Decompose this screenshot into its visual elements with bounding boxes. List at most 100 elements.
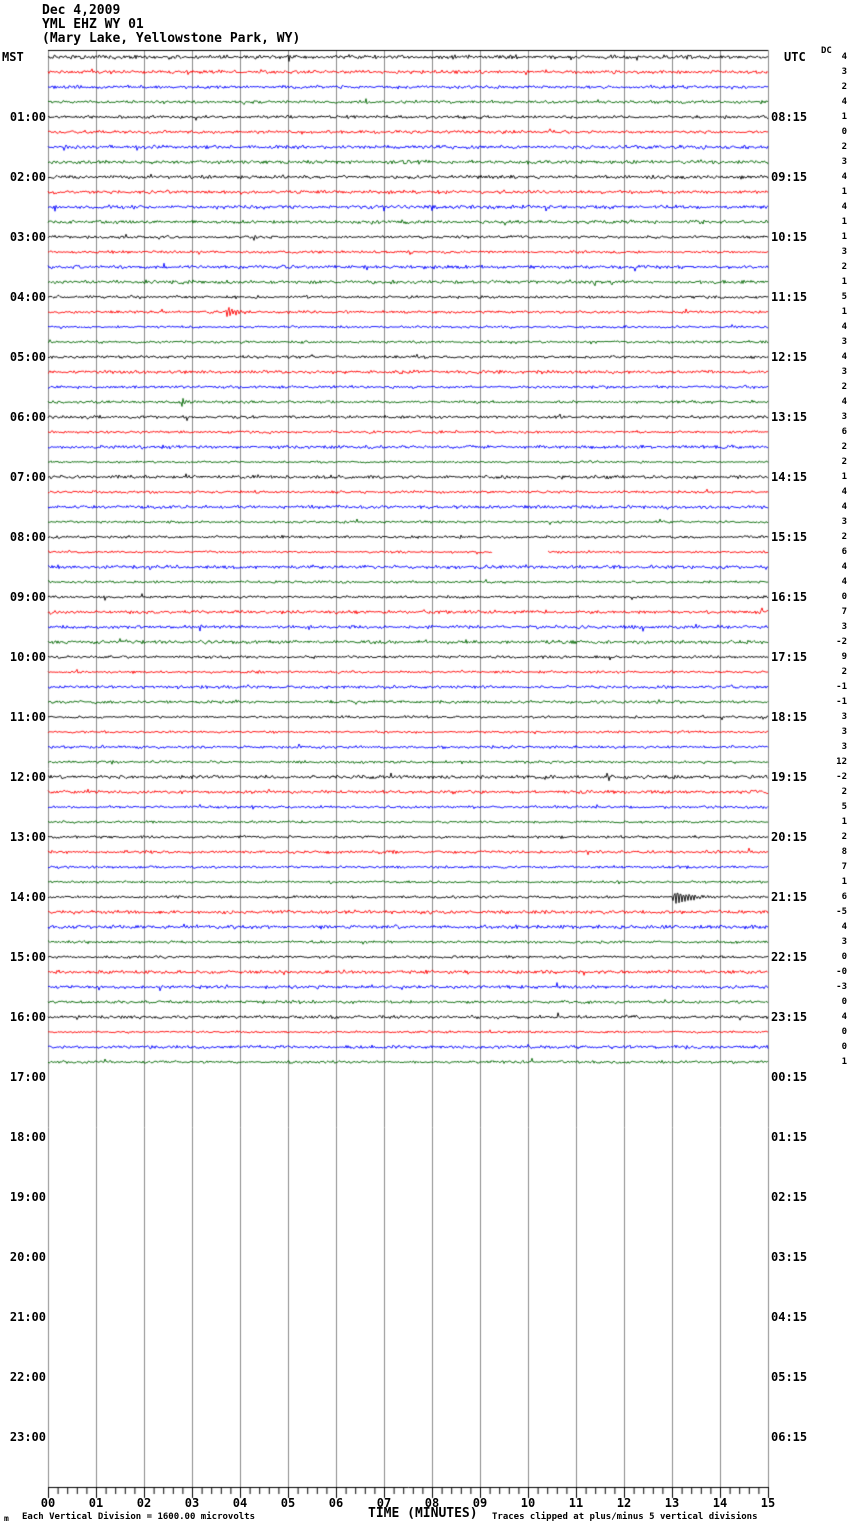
dc-value: 2 xyxy=(841,787,847,797)
right-time-label: 01:15 xyxy=(771,1130,808,1144)
left-time-label: 13:00 xyxy=(9,830,46,844)
dc-value: 2 xyxy=(841,382,847,392)
right-time-label: 00:15 xyxy=(771,1070,808,1084)
dc-column-header: DC xyxy=(821,46,832,56)
dc-value: 0 xyxy=(841,952,847,962)
left-time-label: 23:00 xyxy=(9,1430,46,1444)
dc-value: 0 xyxy=(841,1027,847,1037)
dc-value: 2 xyxy=(841,832,847,842)
right-time-label: 11:15 xyxy=(771,290,808,304)
right-time-label: 13:15 xyxy=(771,410,808,424)
dc-value: 4 xyxy=(841,202,847,212)
dc-value: 0 xyxy=(841,127,847,137)
x-tick-label: 13 xyxy=(664,1496,680,1510)
right-time-label: 06:15 xyxy=(771,1430,808,1444)
left-time-label: 17:00 xyxy=(9,1070,46,1084)
dc-value: 3 xyxy=(841,742,847,752)
dc-value: -0 xyxy=(836,967,847,977)
right-time-label: 09:15 xyxy=(771,170,808,184)
right-time-label: 02:15 xyxy=(771,1190,808,1204)
right-time-label: 17:15 xyxy=(771,650,808,664)
left-time-label: 02:00 xyxy=(9,170,46,184)
dc-value: 4 xyxy=(841,52,847,62)
x-tick-label: 06 xyxy=(328,1496,344,1510)
left-time-label: 22:00 xyxy=(9,1370,46,1384)
dc-value: 1 xyxy=(841,217,847,227)
right-time-label: 15:15 xyxy=(771,530,808,544)
dc-value: -2 xyxy=(836,637,847,647)
left-time-label: 05:00 xyxy=(9,350,46,364)
dc-value: 6 xyxy=(841,547,847,557)
right-time-label: 10:15 xyxy=(771,230,808,244)
dc-value: 3 xyxy=(841,937,847,947)
right-time-label: 05:15 xyxy=(771,1370,808,1384)
left-time-label: 07:00 xyxy=(9,470,46,484)
dc-value: 2 xyxy=(841,142,847,152)
x-tick-label: 07 xyxy=(376,1496,392,1510)
dc-value: 1 xyxy=(841,817,847,827)
dc-value: 2 xyxy=(841,262,847,272)
dc-value: 3 xyxy=(841,367,847,377)
dc-value: -3 xyxy=(836,982,847,992)
left-time-label: 09:00 xyxy=(9,590,46,604)
dc-value: 1 xyxy=(841,472,847,482)
right-time-label: 18:15 xyxy=(771,710,808,724)
dc-value: 12 xyxy=(836,757,847,767)
dc-value: 2 xyxy=(841,82,847,92)
left-time-label: 01:00 xyxy=(9,110,46,124)
x-tick-label: 11 xyxy=(568,1496,584,1510)
footer-corner-mark: m xyxy=(4,1514,9,1523)
dc-value: 0 xyxy=(841,592,847,602)
left-time-label: 06:00 xyxy=(9,410,46,424)
dc-value: 4 xyxy=(841,352,847,362)
x-tick-label: 00 xyxy=(40,1496,56,1510)
dc-value: 1 xyxy=(841,112,847,122)
dc-value: 2 xyxy=(841,442,847,452)
dc-value: 8 xyxy=(841,847,847,857)
station-code: YML EHZ WY 01 xyxy=(42,17,144,32)
dc-value: 2 xyxy=(841,532,847,542)
left-time-label: 03:00 xyxy=(9,230,46,244)
plot-date: Dec 4,2009 xyxy=(42,3,121,18)
dc-value: -1 xyxy=(836,682,847,692)
right-time-label: 04:15 xyxy=(771,1310,808,1324)
dc-value: 2 xyxy=(841,667,847,677)
right-time-label: 12:15 xyxy=(771,350,808,364)
x-tick-label: 14 xyxy=(712,1496,728,1510)
dc-value: 3 xyxy=(841,337,847,347)
right-time-label: 14:15 xyxy=(771,470,808,484)
footer-clipping-note: Traces clipped at plus/minus 5 vertical … xyxy=(492,1512,758,1522)
right-time-label: 08:15 xyxy=(771,110,808,124)
x-tick-label: 03 xyxy=(184,1496,200,1510)
dc-value: 1 xyxy=(841,277,847,287)
x-tick-label: 10 xyxy=(520,1496,536,1510)
dc-value: 4 xyxy=(841,397,847,407)
dc-value: 1 xyxy=(841,187,847,197)
left-time-label: 19:00 xyxy=(9,1190,46,1204)
x-tick-label: 08 xyxy=(424,1496,440,1510)
dc-value: -2 xyxy=(836,772,847,782)
left-timezone-label: MST xyxy=(2,50,24,64)
dc-value: 0 xyxy=(841,1042,847,1052)
right-time-label: 23:15 xyxy=(771,1010,808,1024)
x-axis-title: TIME (MINUTES) xyxy=(368,1506,478,1521)
dc-value: 4 xyxy=(841,97,847,107)
dc-value: 4 xyxy=(841,502,847,512)
dc-value: 1 xyxy=(841,307,847,317)
station-location: (Mary Lake, Yellowstone Park, WY) xyxy=(42,31,301,46)
left-time-label: 12:00 xyxy=(9,770,46,784)
right-time-label: 21:15 xyxy=(771,890,808,904)
left-time-label: 20:00 xyxy=(9,1250,46,1264)
left-time-label: 08:00 xyxy=(9,530,46,544)
dc-value: 4 xyxy=(841,922,847,932)
dc-value: 3 xyxy=(841,412,847,422)
left-time-label: 14:00 xyxy=(9,890,46,904)
dc-value: 4 xyxy=(841,1012,847,1022)
dc-value: -5 xyxy=(836,907,847,917)
dc-value: 1 xyxy=(841,232,847,242)
dc-value: 0 xyxy=(841,997,847,1007)
right-timezone-label: UTC xyxy=(784,50,806,64)
x-tick-label: 04 xyxy=(232,1496,248,1510)
dc-value: 6 xyxy=(841,892,847,902)
